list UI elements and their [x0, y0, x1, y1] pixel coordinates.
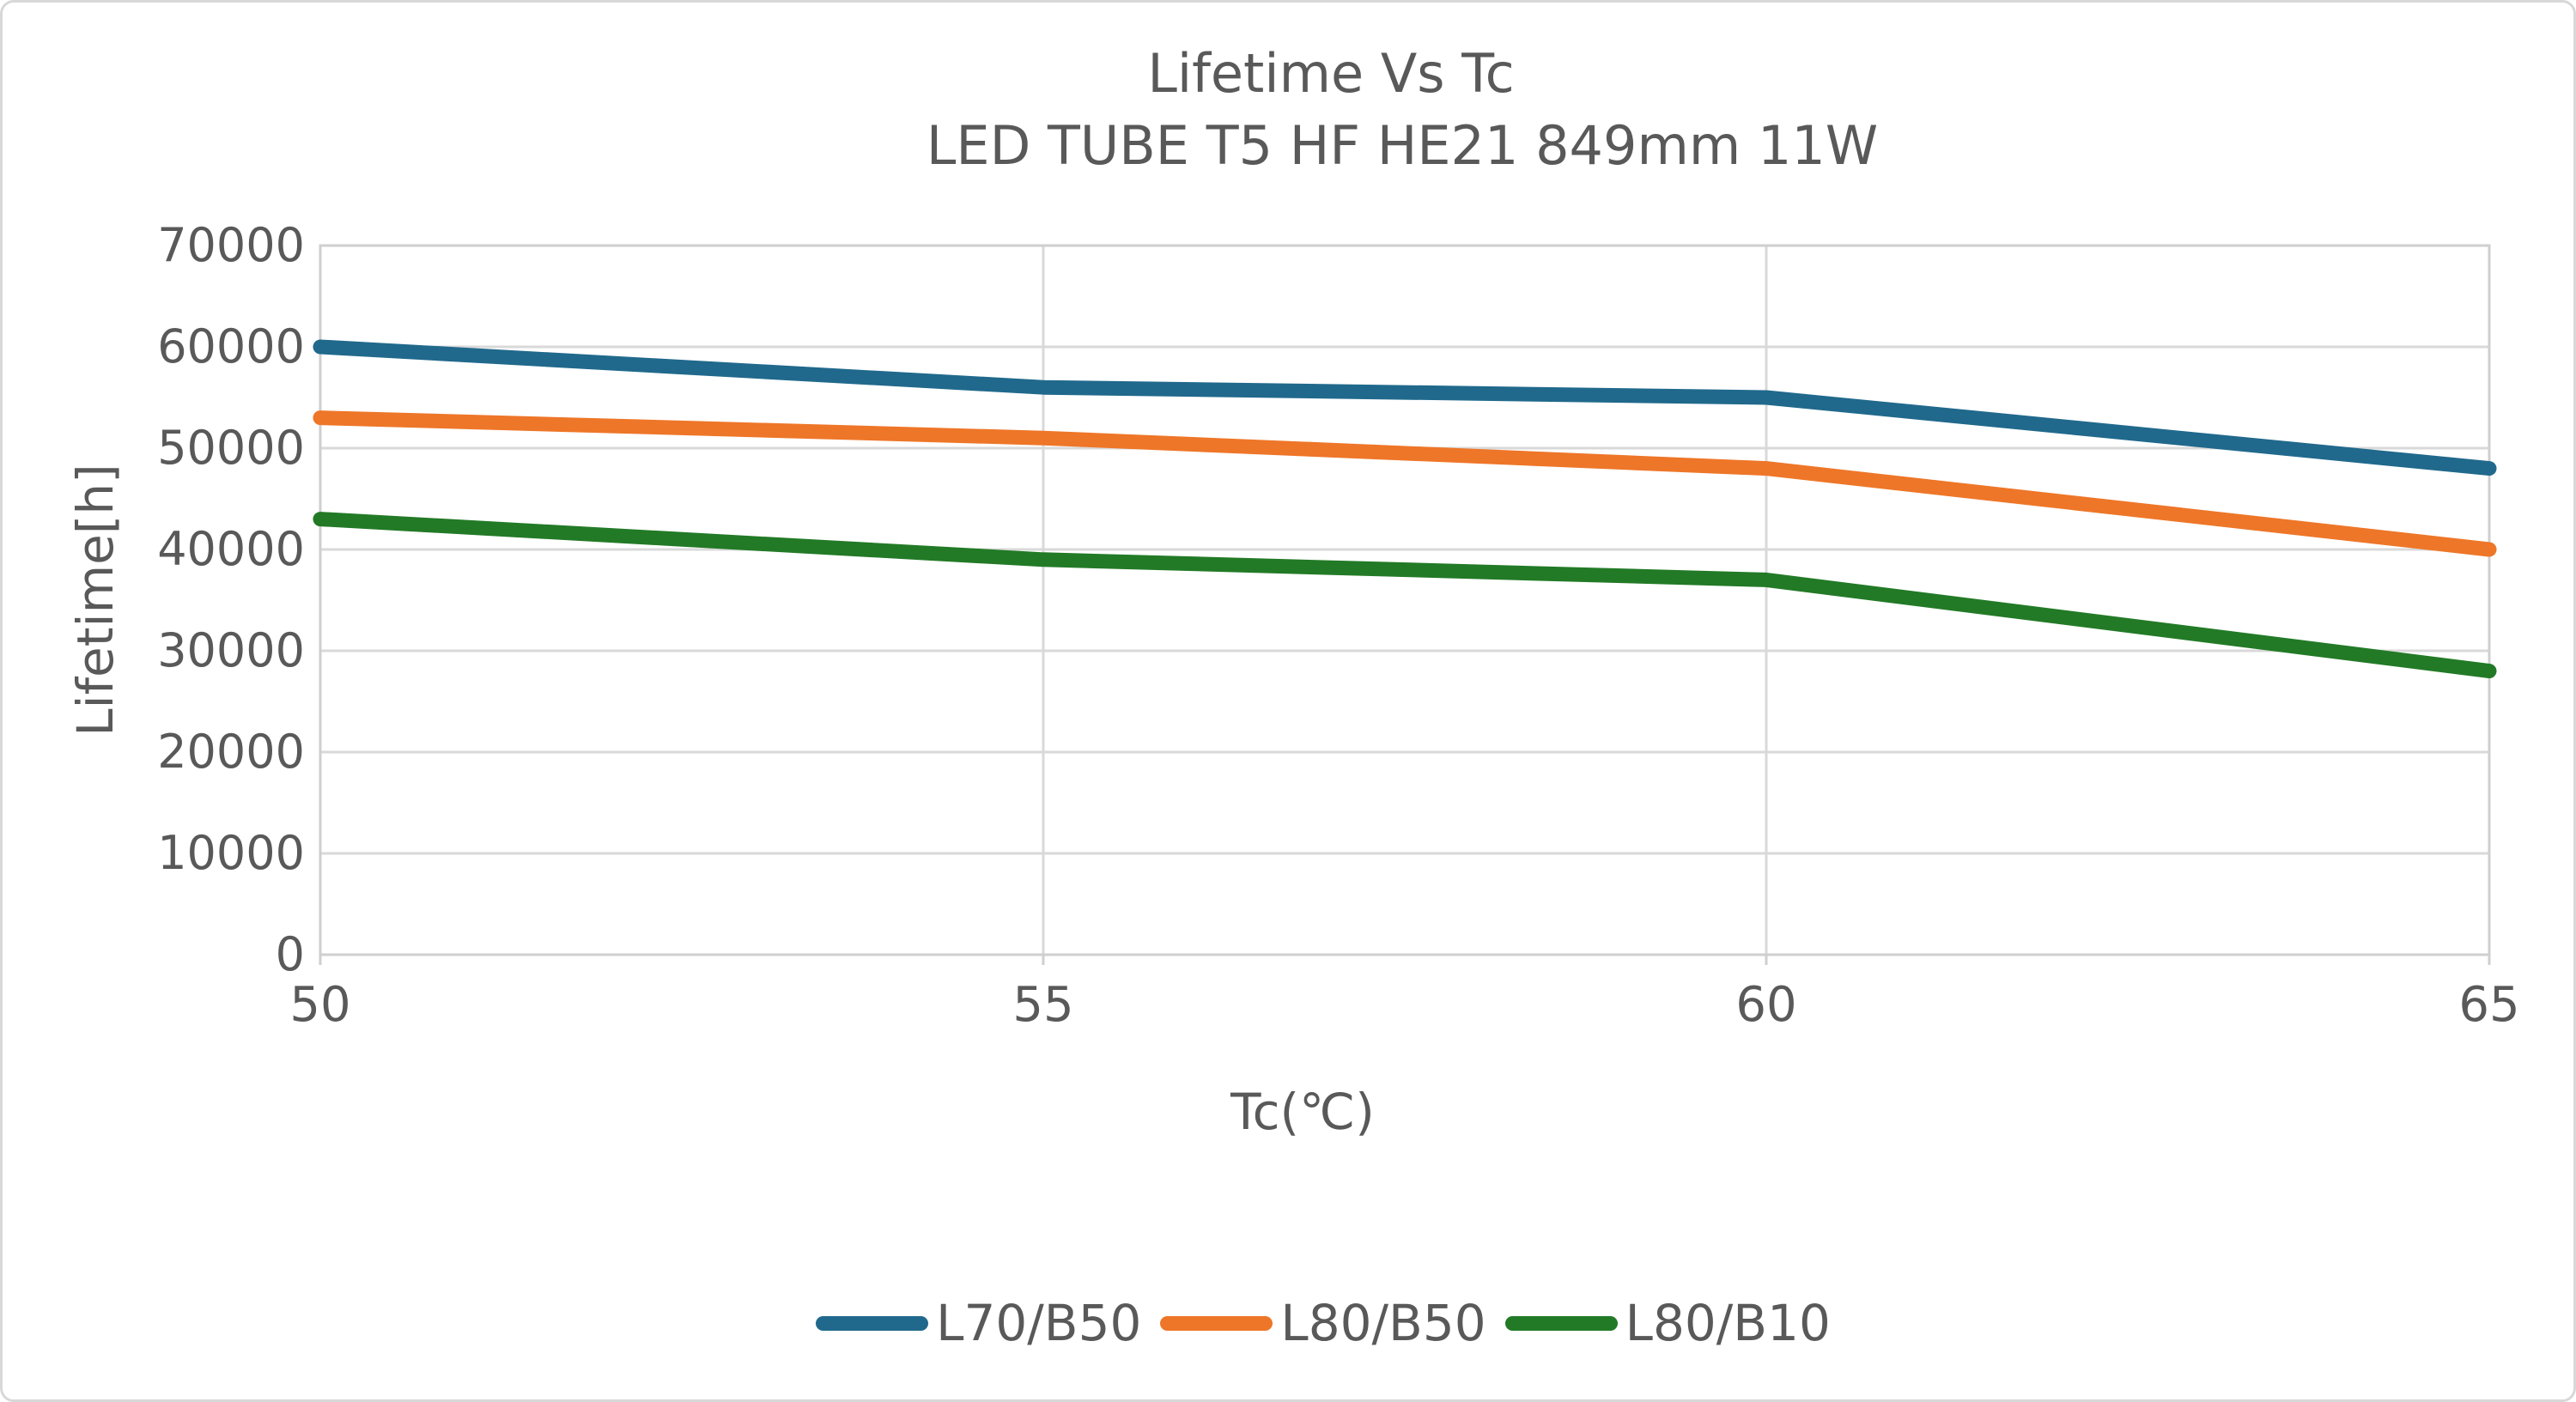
- legend-item-l70-b50: L70/B50: [816, 1294, 1141, 1352]
- y-tick-label-40000: 40000: [157, 522, 305, 576]
- legend-item-l80-b50: L80/B50: [1160, 1294, 1486, 1352]
- legend-swatch-icon: [1160, 1315, 1273, 1331]
- legend: L70/B50 L80/B50 L80/B10: [73, 1289, 2573, 1357]
- series-line-l70-b50: [313, 339, 2497, 476]
- x-tick-label-50: 50: [289, 977, 351, 1033]
- plot-area: [313, 244, 2497, 965]
- x-tick-label-60: 60: [1735, 977, 1797, 1033]
- y-tick-label-10000: 10000: [157, 826, 305, 880]
- series-line-l80-b10: [313, 512, 2497, 679]
- y-axis-title: Lifetime[h]: [66, 464, 125, 737]
- y-tick-label-30000: 30000: [157, 623, 305, 677]
- x-axis-title: Tc(℃): [1230, 1083, 1375, 1141]
- chart-subtitle: LED TUBE T5 HF HE21 849mm 11W: [926, 114, 1879, 177]
- y-tick-label-20000: 20000: [157, 725, 305, 779]
- x-tick-label-55: 55: [1012, 977, 1074, 1033]
- legend-label: L80/B50: [1280, 1294, 1486, 1352]
- x-tick-label-65: 65: [2458, 977, 2520, 1033]
- y-tick-label-0: 0: [275, 927, 305, 981]
- plot-border: [319, 244, 2491, 956]
- legend-label: L80/B10: [1625, 1294, 1831, 1352]
- y-tick-label-50000: 50000: [157, 421, 305, 475]
- legend-label: L70/B50: [936, 1294, 1142, 1352]
- chart-title: Lifetime Vs Tc: [1147, 42, 1515, 105]
- legend-item-l80-b10: L80/B10: [1504, 1294, 1831, 1352]
- legend-swatch-icon: [1504, 1315, 1618, 1331]
- series-line-l80-b50: [313, 410, 2497, 557]
- y-tick-label-70000: 70000: [157, 218, 305, 272]
- y-tick-label-60000: 60000: [157, 319, 305, 373]
- legend-swatch-icon: [816, 1315, 929, 1331]
